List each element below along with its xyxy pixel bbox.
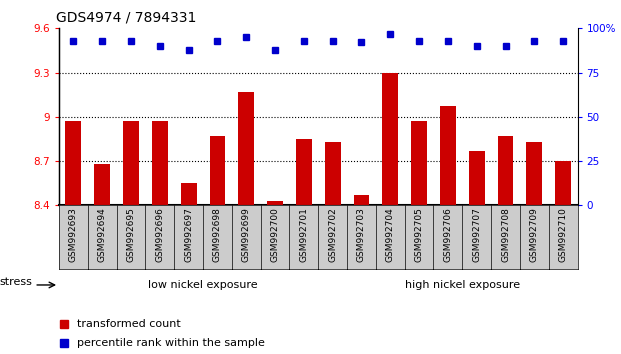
Bar (296, 139, 312, 205)
Text: stress: stress (0, 277, 32, 287)
Bar (267, 201, 283, 205)
Bar (469, 151, 484, 205)
Text: low nickel exposure: low nickel exposure (148, 280, 258, 290)
Text: GSM992709: GSM992709 (530, 207, 539, 262)
Text: GSM992704: GSM992704 (386, 207, 395, 262)
Text: GSM992706: GSM992706 (443, 207, 452, 262)
Text: GSM992701: GSM992701 (299, 207, 309, 262)
Text: GSM992699: GSM992699 (242, 207, 251, 262)
Bar (383, 73, 398, 205)
Text: high nickel exposure: high nickel exposure (405, 280, 520, 290)
Text: GSM992707: GSM992707 (472, 207, 481, 262)
Bar (94, 164, 110, 205)
Text: GSM992698: GSM992698 (213, 207, 222, 262)
Text: GSM992693: GSM992693 (69, 207, 78, 262)
Text: GSM992695: GSM992695 (127, 207, 135, 262)
Text: GSM992703: GSM992703 (357, 207, 366, 262)
Text: GSM992702: GSM992702 (328, 207, 337, 262)
Text: GSM992710: GSM992710 (559, 207, 568, 262)
Bar (440, 107, 456, 205)
Bar (497, 136, 514, 205)
Text: GSM992694: GSM992694 (97, 207, 107, 262)
Bar (65, 121, 81, 205)
Text: GSM992697: GSM992697 (184, 207, 193, 262)
Bar (325, 142, 340, 205)
Text: transformed count: transformed count (77, 319, 181, 329)
Bar (123, 121, 139, 205)
Text: GSM992708: GSM992708 (501, 207, 510, 262)
Bar (238, 92, 254, 205)
Bar (209, 136, 225, 205)
Bar (555, 161, 571, 205)
Bar (152, 121, 168, 205)
Text: percentile rank within the sample: percentile rank within the sample (77, 338, 265, 348)
Bar (353, 195, 369, 205)
Text: GSM992705: GSM992705 (415, 207, 424, 262)
Text: GDS4974 / 7894331: GDS4974 / 7894331 (57, 10, 197, 24)
Text: GSM992696: GSM992696 (155, 207, 165, 262)
Text: GSM992700: GSM992700 (271, 207, 279, 262)
Bar (181, 183, 197, 205)
Bar (527, 142, 542, 205)
Bar (411, 121, 427, 205)
